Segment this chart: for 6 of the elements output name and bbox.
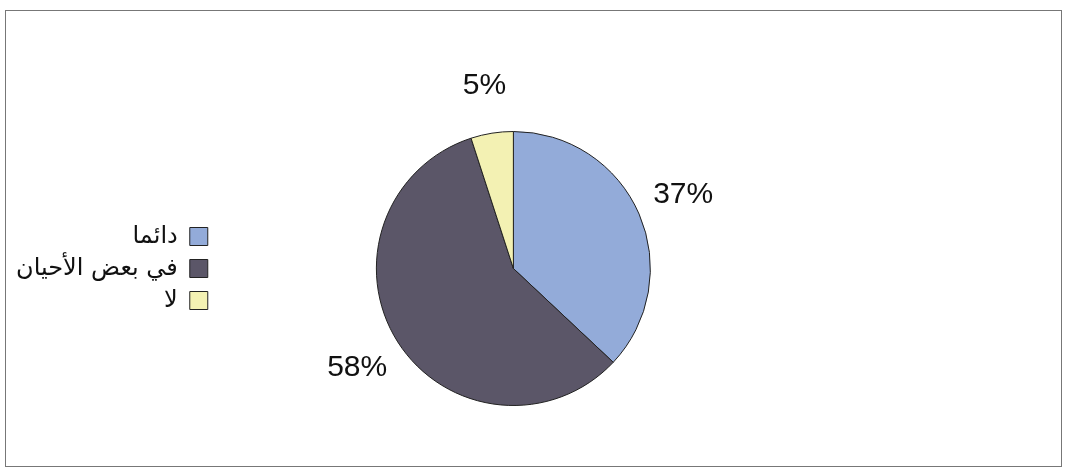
data-label: 5%	[462, 67, 507, 101]
legend-label: لا	[164, 284, 178, 313]
data-label: 37%	[653, 176, 714, 210]
legend-label: دائما	[132, 220, 178, 249]
data-label: 58%	[327, 348, 388, 382]
legend-label: في بعض الأحيان	[16, 251, 178, 281]
